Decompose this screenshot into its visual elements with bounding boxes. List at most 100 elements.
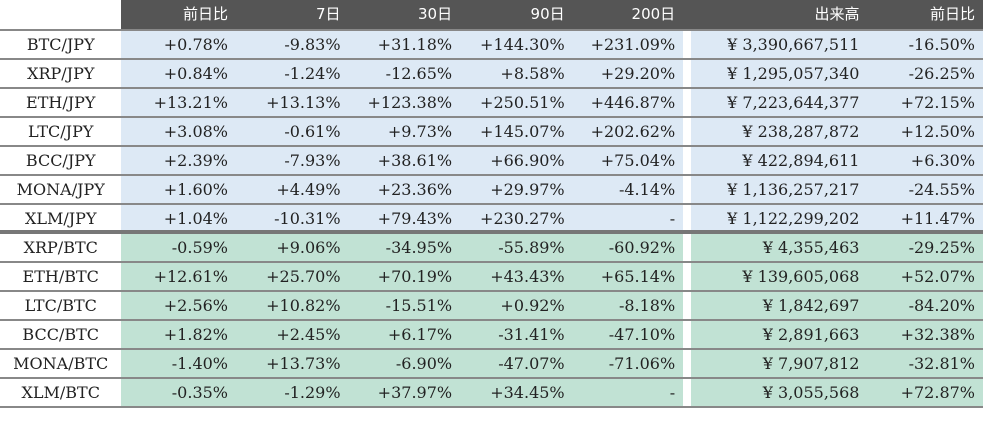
volume-change-cell: -26.25% (873, 60, 983, 87)
volume-change-cell: +52.07% (873, 263, 983, 290)
change-1d-cell: +2.56% (121, 292, 236, 319)
change-90d-cell: -47.07% (460, 350, 573, 377)
pair-name: XRP/BTC (0, 234, 122, 261)
header-change-30d: 30日 (348, 0, 461, 29)
volume-cell: ¥ 422,894,611 (691, 147, 874, 174)
change-200d-cell: - (572, 205, 684, 230)
pair-name: MONA/BTC (0, 350, 122, 377)
change-90d-cell: +230.27% (460, 205, 573, 230)
change-30d-cell: +123.38% (348, 89, 461, 116)
change-1d-cell: -0.35% (121, 379, 236, 406)
table-row: LTC/JPY +3.08% -0.61% +9.73% +145.07% +202.62… (0, 118, 983, 147)
volume-change-cell: -16.50% (873, 31, 983, 58)
change-90d-cell: +66.90% (460, 147, 573, 174)
change-30d-cell: +37.97% (348, 379, 461, 406)
volume-change-cell: -29.25% (873, 234, 983, 261)
change-7d-cell: +4.49% (236, 176, 349, 203)
change-200d-cell: +75.04% (572, 147, 684, 174)
pair-name: XRP/JPY (0, 60, 122, 87)
change-30d-cell: +6.17% (348, 321, 461, 348)
change-200d-cell: +65.14% (572, 263, 684, 290)
column-gap (683, 0, 692, 29)
table-row: XLM/JPY +1.04% -10.31% +79.43% +230.27% - ¥ 1,… (0, 205, 983, 234)
volume-cell: ¥ 1,122,299,202 (691, 205, 874, 230)
change-7d-cell: -0.61% (236, 118, 349, 145)
header-row: 前日比 7日 30日 90日 200日 出来高 前日比 (0, 0, 983, 31)
column-gap (683, 31, 692, 58)
change-200d-cell: +231.09% (572, 31, 684, 58)
header-volume-change: 前日比 (873, 0, 983, 29)
pair-name: BCC/JPY (0, 147, 122, 174)
header-change-7d: 7日 (236, 0, 349, 29)
column-gap (683, 321, 692, 348)
volume-cell: ¥ 4,355,463 (691, 234, 874, 261)
change-30d-cell: -12.65% (348, 60, 461, 87)
volume-change-cell: -32.81% (873, 350, 983, 377)
column-gap (683, 350, 692, 377)
change-1d-cell: +13.21% (121, 89, 236, 116)
change-1d-cell: +1.60% (121, 176, 236, 203)
change-30d-cell: +9.73% (348, 118, 461, 145)
table-row: XLM/BTC -0.35% -1.29% +37.97% +34.45% - ¥ 3,05… (0, 379, 983, 408)
pair-name: LTC/JPY (0, 118, 122, 145)
volume-change-cell: +72.15% (873, 89, 983, 116)
volume-change-cell: -84.20% (873, 292, 983, 319)
change-30d-cell: +31.18% (348, 31, 461, 58)
header-volume: 出来高 (691, 0, 874, 29)
change-7d-cell: +2.45% (236, 321, 349, 348)
change-30d-cell: -6.90% (348, 350, 461, 377)
change-30d-cell: +70.19% (348, 263, 461, 290)
table-row: MONA/BTC -1.40% +13.73% -6.90% -47.07% -71.06… (0, 350, 983, 379)
change-90d-cell: +34.45% (460, 379, 573, 406)
change-200d-cell: -47.10% (572, 321, 684, 348)
column-gap (683, 205, 692, 230)
change-7d-cell: +9.06% (236, 234, 349, 261)
change-200d-cell: +446.87% (572, 89, 684, 116)
change-1d-cell: +0.78% (121, 31, 236, 58)
volume-cell: ¥ 1,136,257,217 (691, 176, 874, 203)
column-gap (683, 379, 692, 406)
header-change-90d: 90日 (460, 0, 573, 29)
header-change-1d: 前日比 (121, 0, 236, 29)
volume-cell: ¥ 238,287,872 (691, 118, 874, 145)
change-7d-cell: +25.70% (236, 263, 349, 290)
header-corner (0, 0, 122, 29)
change-200d-cell: +202.62% (572, 118, 684, 145)
price-change-table: 前日比 7日 30日 90日 200日 出来高 前日比 BTC/JPY +0.78% -9.83%… (0, 0, 983, 408)
pair-name: BTC/JPY (0, 31, 122, 58)
change-200d-cell: -8.18% (572, 292, 684, 319)
pair-name: LTC/BTC (0, 292, 122, 319)
change-7d-cell: +13.73% (236, 350, 349, 377)
change-30d-cell: -34.95% (348, 234, 461, 261)
volume-cell: ¥ 7,223,644,377 (691, 89, 874, 116)
column-gap (683, 176, 692, 203)
volume-cell: ¥ 3,390,667,511 (691, 31, 874, 58)
column-gap (683, 234, 692, 261)
change-90d-cell: +29.97% (460, 176, 573, 203)
pair-name: XLM/JPY (0, 205, 122, 230)
volume-change-cell: -24.55% (873, 176, 983, 203)
volume-cell: ¥ 1,295,057,340 (691, 60, 874, 87)
change-1d-cell: +0.84% (121, 60, 236, 87)
column-gap (683, 89, 692, 116)
table-row: ETH/JPY +13.21% +13.13% +123.38% +250.51% +44… (0, 89, 983, 118)
column-gap (683, 60, 692, 87)
volume-cell: ¥ 139,605,068 (691, 263, 874, 290)
pair-name: ETH/JPY (0, 89, 122, 116)
pair-name: XLM/BTC (0, 379, 122, 406)
change-90d-cell: -55.89% (460, 234, 573, 261)
table-row: XRP/BTC -0.59% +9.06% -34.95% -55.89% -60.92%… (0, 234, 983, 263)
change-90d-cell: +144.30% (460, 31, 573, 58)
change-7d-cell: -10.31% (236, 205, 349, 230)
table-row: MONA/JPY +1.60% +4.49% +23.36% +29.97% -4.14%… (0, 176, 983, 205)
table-row: BCC/BTC +1.82% +2.45% +6.17% -31.41% -47.10% ¥… (0, 321, 983, 350)
change-7d-cell: -9.83% (236, 31, 349, 58)
change-7d-cell: +10.82% (236, 292, 349, 319)
volume-change-cell: +6.30% (873, 147, 983, 174)
column-gap (683, 263, 692, 290)
table-row: BCC/JPY +2.39% -7.93% +38.61% +66.90% +75.04%… (0, 147, 983, 176)
pair-name: ETH/BTC (0, 263, 122, 290)
change-200d-cell: -60.92% (572, 234, 684, 261)
table-row: BTC/JPY +0.78% -9.83% +31.18% +144.30% +231.0… (0, 31, 983, 60)
change-7d-cell: +13.13% (236, 89, 349, 116)
